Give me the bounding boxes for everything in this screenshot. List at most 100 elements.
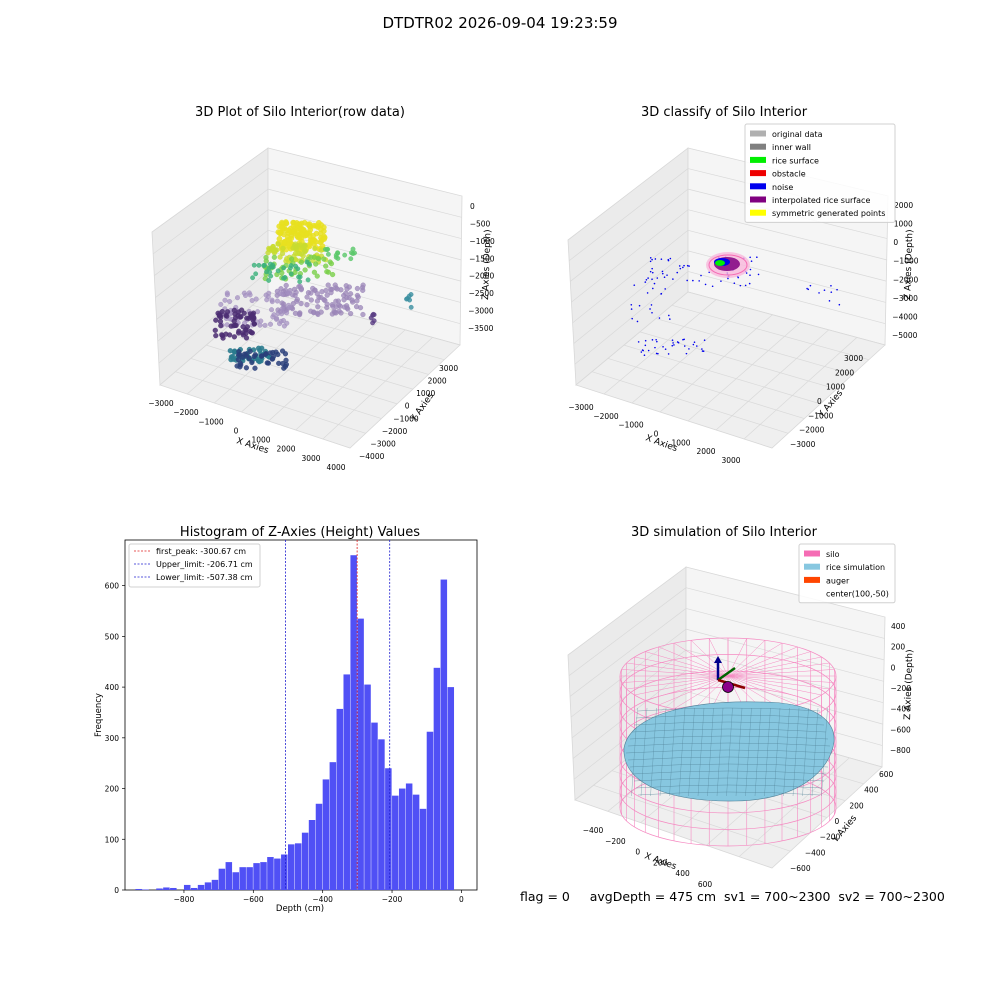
raw-point <box>308 297 314 303</box>
classify-noise-point <box>749 268 752 271</box>
gridline <box>570 188 689 282</box>
classify-noise-point <box>651 311 653 314</box>
classify-legend-swatch <box>750 209 766 216</box>
raw-y-tick-label: 3000 <box>439 364 458 373</box>
classify-zlabel: Z Axies (Depth) <box>903 229 915 300</box>
classify-noise-point <box>733 282 736 285</box>
classify-noise-point <box>739 284 742 287</box>
gridline <box>603 299 717 395</box>
sim-z-ticks: 400 200 0 −200 −400 −600 −800 <box>890 622 911 755</box>
raw-point <box>232 322 238 329</box>
raw-point <box>246 290 252 296</box>
classify-noise-point <box>630 308 633 310</box>
raw-point <box>360 287 366 293</box>
raw-point <box>316 220 322 226</box>
raw-point <box>224 292 230 298</box>
classify-legend-swatch <box>750 130 766 137</box>
sim-legend-label: silo <box>826 550 840 559</box>
rice-mesh-line <box>629 763 829 768</box>
raw-point <box>290 223 297 230</box>
rice-mesh-line <box>631 770 827 775</box>
classify-noise-point <box>700 274 702 277</box>
raw-point <box>302 267 308 273</box>
rice-mesh-line <box>637 707 821 712</box>
histogram-bar <box>398 788 406 890</box>
classify-noise-point <box>657 352 659 355</box>
raw-point <box>313 230 320 237</box>
classify-z-tick-label: −2000 <box>893 275 919 284</box>
histogram-bar <box>378 739 385 890</box>
classify-noise-point <box>661 270 664 273</box>
raw-point <box>247 348 253 354</box>
gridline <box>569 608 687 697</box>
histogram-bar <box>156 888 163 890</box>
silo-spoke <box>727 669 835 677</box>
classify-rice-surface-cluster <box>715 260 725 266</box>
raw-point <box>276 230 283 236</box>
classify-legend-swatch <box>750 143 766 150</box>
classify-y-tick-label: −2000 <box>799 426 825 435</box>
raw-point <box>313 239 319 245</box>
simulation-panel: 3D simulation of Silo Interior −400−2000… <box>567 525 915 889</box>
gridline <box>655 318 853 375</box>
classify-y-ticks: 3000 2000 1000 0 −1000 −2000 −3000 <box>790 354 863 449</box>
classify-noise-point <box>667 353 670 355</box>
rice-mesh-line <box>697 707 705 797</box>
histogram-x-tick-label: −200 <box>382 895 403 904</box>
histogram-bar <box>163 887 170 890</box>
classify-noise-point <box>655 352 658 355</box>
raw-point <box>354 285 361 292</box>
gridline <box>571 209 689 303</box>
classify-z-tick-label: −1000 <box>893 257 919 266</box>
silo-spoke <box>621 675 729 683</box>
raw-z-ticks: 0 −500 −1000 −1500 −2000 −2500 −3000 −3500 <box>468 202 495 333</box>
classify-noise-point <box>640 351 643 353</box>
histogram-y-tick-label: 0 <box>114 886 119 895</box>
histogram-bar <box>412 794 420 890</box>
raw-point <box>271 254 277 260</box>
raw-x-tick-label: −1000 <box>198 417 224 426</box>
histogram-bar <box>239 867 246 890</box>
raw-point <box>313 261 319 267</box>
raw-point <box>328 286 334 292</box>
classify-noise-point <box>688 265 690 267</box>
classify-noise-point <box>654 346 656 349</box>
raw-point <box>330 271 336 278</box>
gridline <box>175 371 366 434</box>
sim-z-tick-label: −800 <box>890 746 911 755</box>
classify-noise-point <box>649 257 652 259</box>
classify-noise-point <box>745 272 748 274</box>
rice-mesh-line <box>669 707 676 797</box>
classify-noise-point <box>673 344 675 346</box>
classify-noise-point <box>704 283 707 286</box>
histogram-bar <box>315 803 323 890</box>
classify-noise-point <box>668 314 670 317</box>
raw-z-tick-label: −2000 <box>469 272 495 281</box>
histogram-bar <box>225 862 233 890</box>
classify-pane-floor <box>575 291 886 449</box>
classify-legend-swatch <box>750 170 766 177</box>
gridline <box>659 314 773 413</box>
raw-point <box>298 259 304 265</box>
raw-x-tick-label: 0 <box>234 426 239 435</box>
classify-noise-point <box>669 257 672 260</box>
raw-x-tick-label: −2000 <box>173 408 199 417</box>
histogram-y-tick-label: 600 <box>105 582 120 591</box>
silo-spoke <box>658 675 729 706</box>
histogram-bar <box>364 684 371 890</box>
histogram-bar <box>301 832 309 890</box>
raw-point <box>235 330 242 336</box>
status-footer: flag = 0 avgDepth = 475 cm sv1 = 700~230… <box>520 889 945 904</box>
raw-point <box>319 289 325 295</box>
rice-mesh-line <box>754 707 762 797</box>
histogram-bar <box>350 555 357 890</box>
raw-point <box>255 356 261 363</box>
histogram-x-ticks: −800 −600 −400 −200 0 <box>174 890 464 904</box>
classify-noise-point <box>679 267 682 270</box>
histogram-x-tick-label: 0 <box>459 895 464 904</box>
raw-point <box>231 318 237 324</box>
gridline <box>155 209 269 298</box>
raw-point <box>297 274 303 280</box>
silo-spoke <box>727 662 830 677</box>
raw-point <box>324 269 330 275</box>
